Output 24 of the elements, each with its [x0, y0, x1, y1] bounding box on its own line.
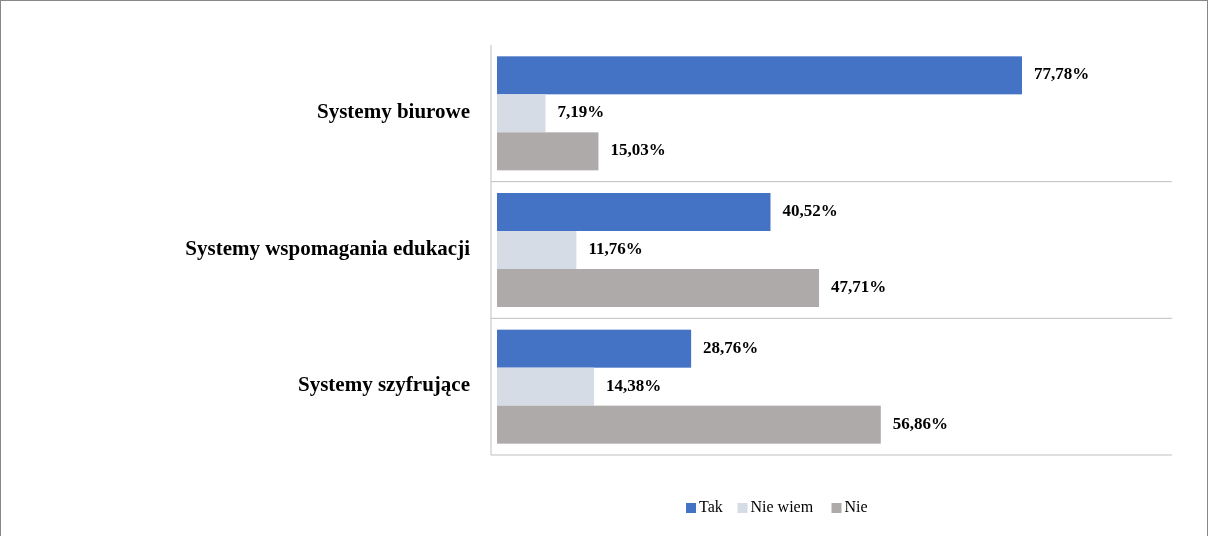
legend-label: Nie wiem [750, 497, 814, 515]
legend-label: Tak [699, 497, 723, 515]
bar [497, 367, 595, 406]
data-label: 7,19% [557, 102, 605, 122]
data-label: 11,76% [588, 238, 643, 258]
data-label: 15,03% [610, 140, 666, 160]
data-label: 77,78% [1034, 64, 1090, 84]
bar [497, 193, 771, 231]
bar [497, 231, 577, 269]
legend-label: Nie [844, 497, 868, 515]
data-label: 40,52% [782, 200, 838, 220]
bar [497, 329, 692, 368]
data-label: 56,86% [892, 413, 949, 433]
bar [497, 132, 599, 171]
data-label: 14,38% [606, 375, 662, 395]
y-tick-label: Systemy szyfrujące [297, 372, 470, 397]
y-tick-label: Systemy wspomagania edukacji [185, 235, 471, 260]
bar [497, 405, 881, 444]
bar [497, 94, 546, 133]
y-tick-label: Systemy biurowe [316, 99, 470, 124]
bar [497, 56, 1022, 95]
data-label: 28,76% [703, 337, 759, 357]
data-label: 47,71% [831, 276, 887, 296]
bar [497, 269, 820, 307]
